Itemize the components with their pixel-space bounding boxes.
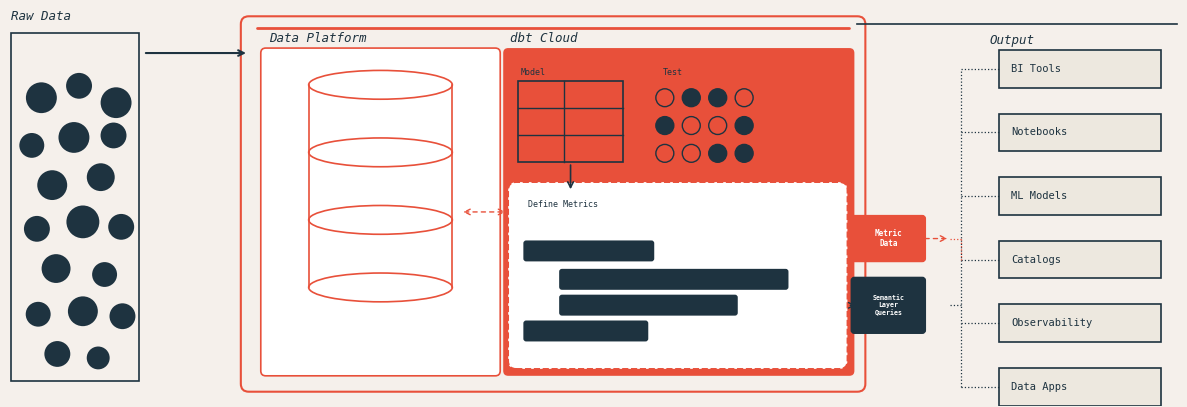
Circle shape xyxy=(709,144,726,162)
Circle shape xyxy=(108,214,134,240)
Circle shape xyxy=(101,87,132,118)
FancyBboxPatch shape xyxy=(503,48,855,376)
FancyBboxPatch shape xyxy=(999,368,1161,406)
Circle shape xyxy=(37,170,68,200)
Circle shape xyxy=(66,206,100,238)
Text: Observability: Observability xyxy=(1011,318,1092,328)
Circle shape xyxy=(26,302,51,327)
FancyBboxPatch shape xyxy=(851,278,925,333)
Text: Data Apps: Data Apps xyxy=(1011,382,1067,392)
FancyBboxPatch shape xyxy=(523,241,654,261)
Circle shape xyxy=(58,122,89,153)
Text: Test: Test xyxy=(662,68,683,77)
FancyBboxPatch shape xyxy=(999,50,1161,88)
FancyBboxPatch shape xyxy=(851,216,925,261)
Text: Semantic
Layer
Queries: Semantic Layer Queries xyxy=(872,295,904,316)
Circle shape xyxy=(656,116,674,134)
Text: Catalogs: Catalogs xyxy=(1011,255,1061,265)
Circle shape xyxy=(87,346,109,370)
Text: Model: Model xyxy=(520,68,545,77)
Circle shape xyxy=(26,82,57,113)
Circle shape xyxy=(683,89,700,107)
Circle shape xyxy=(24,216,50,242)
Circle shape xyxy=(735,144,753,162)
Text: BI Tools: BI Tools xyxy=(1011,64,1061,74)
FancyBboxPatch shape xyxy=(261,48,500,376)
FancyBboxPatch shape xyxy=(559,269,788,290)
Circle shape xyxy=(101,123,127,149)
Text: Notebooks: Notebooks xyxy=(1011,127,1067,138)
Circle shape xyxy=(42,254,70,283)
Text: Output: Output xyxy=(989,34,1034,47)
FancyBboxPatch shape xyxy=(999,177,1161,215)
Circle shape xyxy=(87,163,115,191)
Circle shape xyxy=(44,341,70,367)
Text: Data Platform: Data Platform xyxy=(268,32,367,45)
Circle shape xyxy=(66,73,93,99)
FancyBboxPatch shape xyxy=(523,320,648,341)
FancyBboxPatch shape xyxy=(999,114,1161,151)
Circle shape xyxy=(709,89,726,107)
Circle shape xyxy=(109,303,135,329)
FancyBboxPatch shape xyxy=(12,33,139,381)
Circle shape xyxy=(68,296,97,326)
Text: Raw Data: Raw Data xyxy=(12,10,71,23)
FancyBboxPatch shape xyxy=(999,304,1161,342)
Circle shape xyxy=(93,262,118,287)
Text: Define Metrics: Define Metrics xyxy=(528,200,598,209)
Circle shape xyxy=(19,133,44,158)
FancyBboxPatch shape xyxy=(559,295,738,316)
Circle shape xyxy=(735,116,753,134)
FancyBboxPatch shape xyxy=(508,182,848,369)
FancyBboxPatch shape xyxy=(999,241,1161,278)
Text: Metric
Data: Metric Data xyxy=(875,229,902,248)
Text: ML Models: ML Models xyxy=(1011,191,1067,201)
Text: dbt Cloud: dbt Cloud xyxy=(510,32,578,45)
